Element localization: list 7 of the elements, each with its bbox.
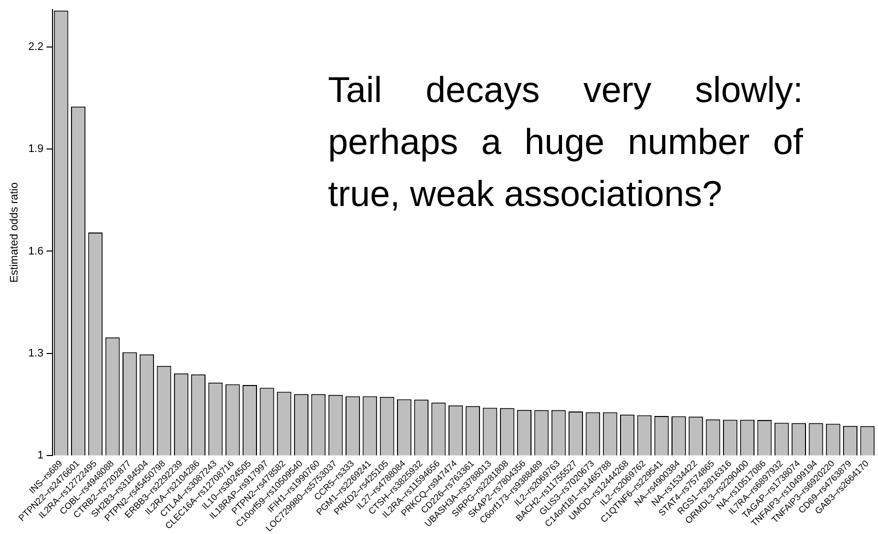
y-tick-label: 1 — [37, 449, 44, 462]
y-tick-label: 1.3 — [28, 347, 44, 360]
y-tick-label: 1.9 — [28, 143, 44, 156]
y-axis-title: Estimated odds ratio — [8, 182, 21, 283]
y-tick-label: 2.2 — [28, 41, 44, 54]
y-tick-label: 1.6 — [28, 245, 44, 258]
text: Tail decays very slowly: perhaps a huge number of true, weak associations? — [328, 69, 804, 214]
